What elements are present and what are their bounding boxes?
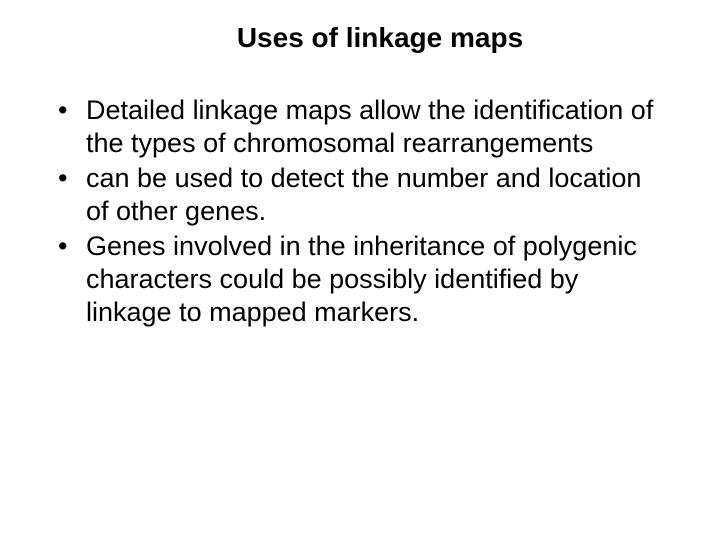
list-item: Genes involved in the inheritance of pol…	[50, 230, 670, 329]
list-item: can be used to detect the number and loc…	[50, 162, 670, 228]
slide-container: Uses of linkage maps Detailed linkage ma…	[0, 0, 720, 540]
bullet-list: Detailed linkage maps allow the identifi…	[50, 94, 670, 329]
list-item: Detailed linkage maps allow the identifi…	[50, 94, 670, 160]
slide-title: Uses of linkage maps	[50, 22, 670, 54]
